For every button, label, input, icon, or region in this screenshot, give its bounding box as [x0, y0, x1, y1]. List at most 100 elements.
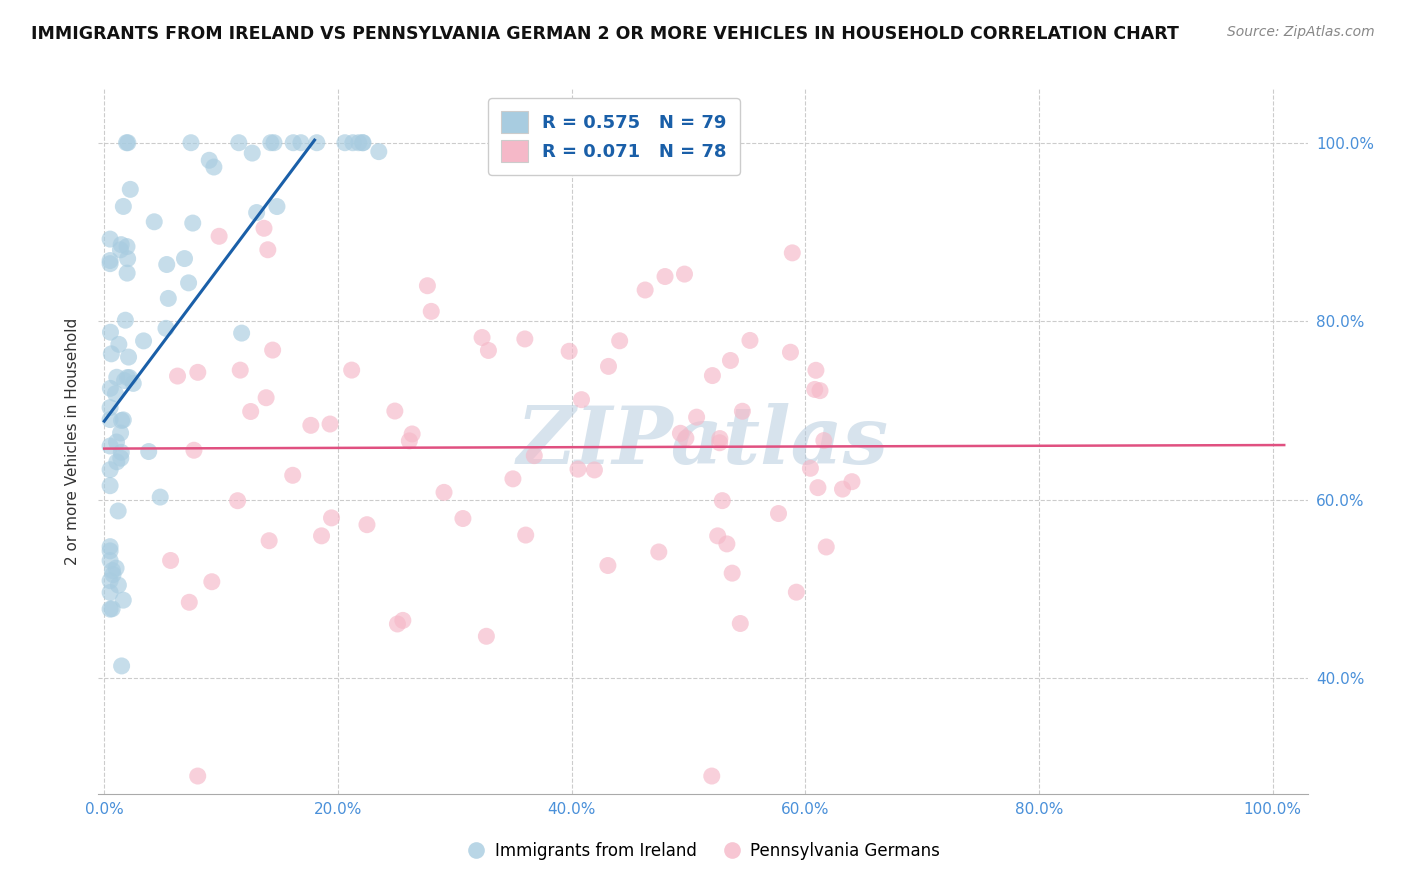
Point [706, 529, 728, 543]
Point [112, 593, 135, 607]
Point [166, 369, 188, 384]
Point [143, 215, 166, 229]
Point [401, 427, 423, 442]
Point [266, 200, 288, 214]
Point [451, 511, 474, 525]
Point [356, 517, 378, 532]
Point [105, 455, 128, 469]
Point [110, 451, 132, 466]
Point [108, 337, 131, 351]
Point [433, 485, 456, 500]
Point [187, 769, 209, 783]
Point [101, 564, 124, 578]
Point [352, 136, 374, 150]
Point [98, 540, 121, 554]
Point [115, 239, 138, 253]
Point [841, 475, 863, 489]
Point [283, 136, 305, 150]
Point [117, 370, 139, 384]
Point [155, 321, 177, 335]
Point [159, 553, 181, 567]
Point [98, 401, 121, 415]
Point [648, 545, 671, 559]
Point [101, 601, 124, 615]
Point [112, 199, 135, 213]
Point [114, 374, 136, 388]
Point [180, 136, 202, 150]
Point [669, 426, 692, 441]
Point [156, 258, 179, 272]
Legend: Immigrants from Ireland, Pennsylvania Germans: Immigrants from Ireland, Pennsylvania Ge… [460, 835, 946, 867]
Point [731, 404, 754, 418]
Point [475, 629, 498, 643]
Point [105, 561, 128, 575]
Point [779, 345, 801, 359]
Point [239, 404, 262, 418]
Point [107, 578, 129, 592]
Point [177, 276, 200, 290]
Point [700, 769, 723, 783]
Point [112, 413, 135, 427]
Point [100, 347, 122, 361]
Point [187, 365, 209, 379]
Text: IMMIGRANTS FROM IRELAND VS PENNSYLVANIA GERMAN 2 OR MORE VEHICLES IN HOUSEHOLD C: IMMIGRANTS FROM IRELAND VS PENNSYLVANIA … [31, 25, 1178, 43]
Point [768, 507, 790, 521]
Point [609, 334, 631, 348]
Point [117, 350, 139, 364]
Point [257, 533, 280, 548]
Point [122, 376, 145, 391]
Point [342, 136, 364, 150]
Point [98, 544, 121, 558]
Point [716, 537, 738, 551]
Point [229, 363, 252, 377]
Point [263, 136, 285, 150]
Point [120, 182, 142, 196]
Point [201, 574, 224, 589]
Point [115, 266, 138, 280]
Point [98, 257, 121, 271]
Point [311, 529, 333, 543]
Point [231, 326, 253, 340]
Point [711, 493, 734, 508]
Point [98, 412, 121, 426]
Point [202, 160, 225, 174]
Point [702, 368, 724, 383]
Point [226, 493, 249, 508]
Point [513, 332, 536, 346]
Text: ZIPatlas: ZIPatlas [517, 403, 889, 480]
Point [115, 136, 138, 150]
Point [98, 232, 121, 246]
Point [709, 432, 731, 446]
Point [416, 278, 439, 293]
Point [347, 136, 370, 150]
Point [515, 528, 537, 542]
Point [477, 343, 499, 358]
Point [299, 418, 322, 433]
Point [110, 659, 132, 673]
Point [262, 343, 284, 357]
Point [110, 413, 132, 427]
Point [132, 334, 155, 348]
Point [173, 252, 195, 266]
Point [831, 482, 853, 496]
Point [117, 252, 139, 266]
Point [256, 243, 278, 257]
Point [183, 443, 205, 458]
Point [333, 136, 356, 150]
Point [782, 245, 804, 260]
Point [104, 386, 127, 401]
Point [387, 617, 409, 632]
Point [260, 136, 283, 150]
Point [634, 283, 657, 297]
Point [181, 216, 204, 230]
Point [673, 267, 696, 281]
Point [730, 616, 752, 631]
Point [157, 292, 180, 306]
Point [352, 136, 374, 150]
Point [98, 585, 121, 599]
Point [101, 567, 124, 582]
Point [598, 359, 620, 374]
Point [98, 553, 121, 567]
Point [720, 353, 742, 368]
Point [110, 445, 132, 459]
